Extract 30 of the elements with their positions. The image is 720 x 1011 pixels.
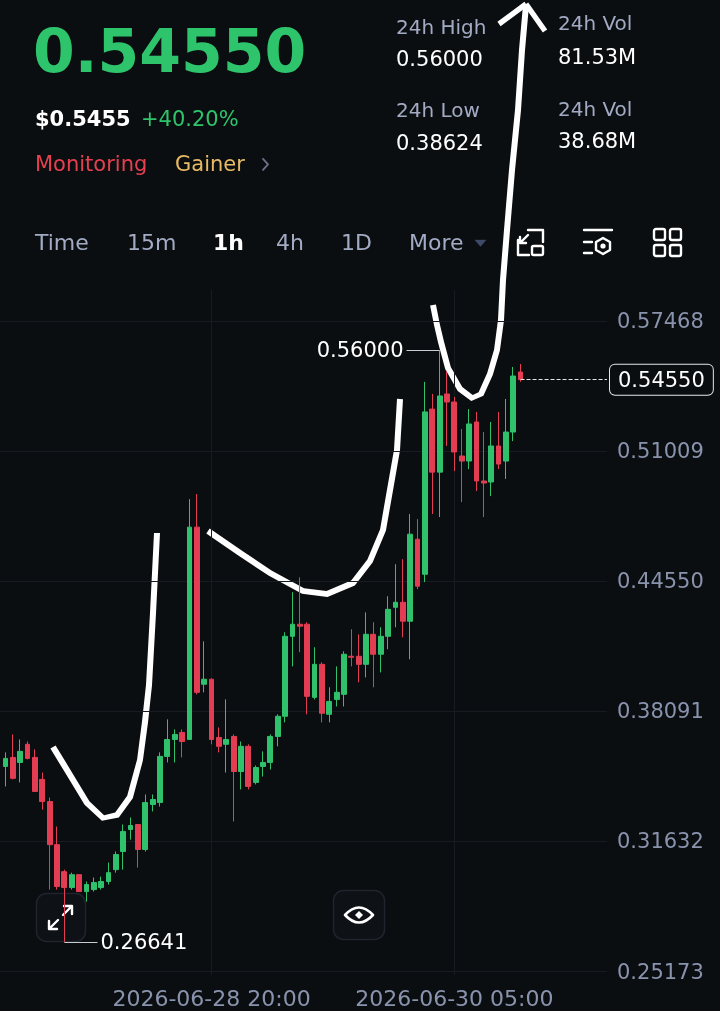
text: 0.38624 [396,130,483,156]
annotation: 0.26641 [100,929,188,954]
text: Gainer [175,151,245,177]
y-tick-label: 0.51009 [617,439,704,463]
text: 1D [341,230,372,256]
text: 24h Low [396,97,480,122]
y-tick-label: 0.38091 [617,699,704,724]
text: 0.54550 [33,15,307,86]
annotation: 0.56000 [316,338,404,363]
y-tick-label: 0.44550 [617,569,704,594]
text: 24h Vol [558,10,633,35]
x-tick-label: 2026-06-30 05:00 [355,985,554,1011]
text: 1h [213,230,244,256]
text: 15m [127,230,177,256]
text: Monitoring [35,151,148,177]
text: Time [35,230,89,256]
text: +40.20% [141,106,239,132]
y-tick-label: 0.57468 [617,308,704,333]
ref-line-label: 0.54550 [618,367,705,392]
y-tick-label: 0.31632 [617,829,704,854]
text: More [409,230,464,256]
text: 0.56000 [396,46,483,72]
text: 24h Vol [558,96,633,121]
text: $0.5455 [35,106,131,132]
text: 24h High [396,14,487,39]
y-tick-label: 0.25173 [617,959,704,984]
x-tick-label: 2026-06-28 20:00 [112,985,311,1011]
text: 4h [276,230,304,256]
text: 81.53M [558,44,637,70]
text: 38.68M [558,128,637,154]
